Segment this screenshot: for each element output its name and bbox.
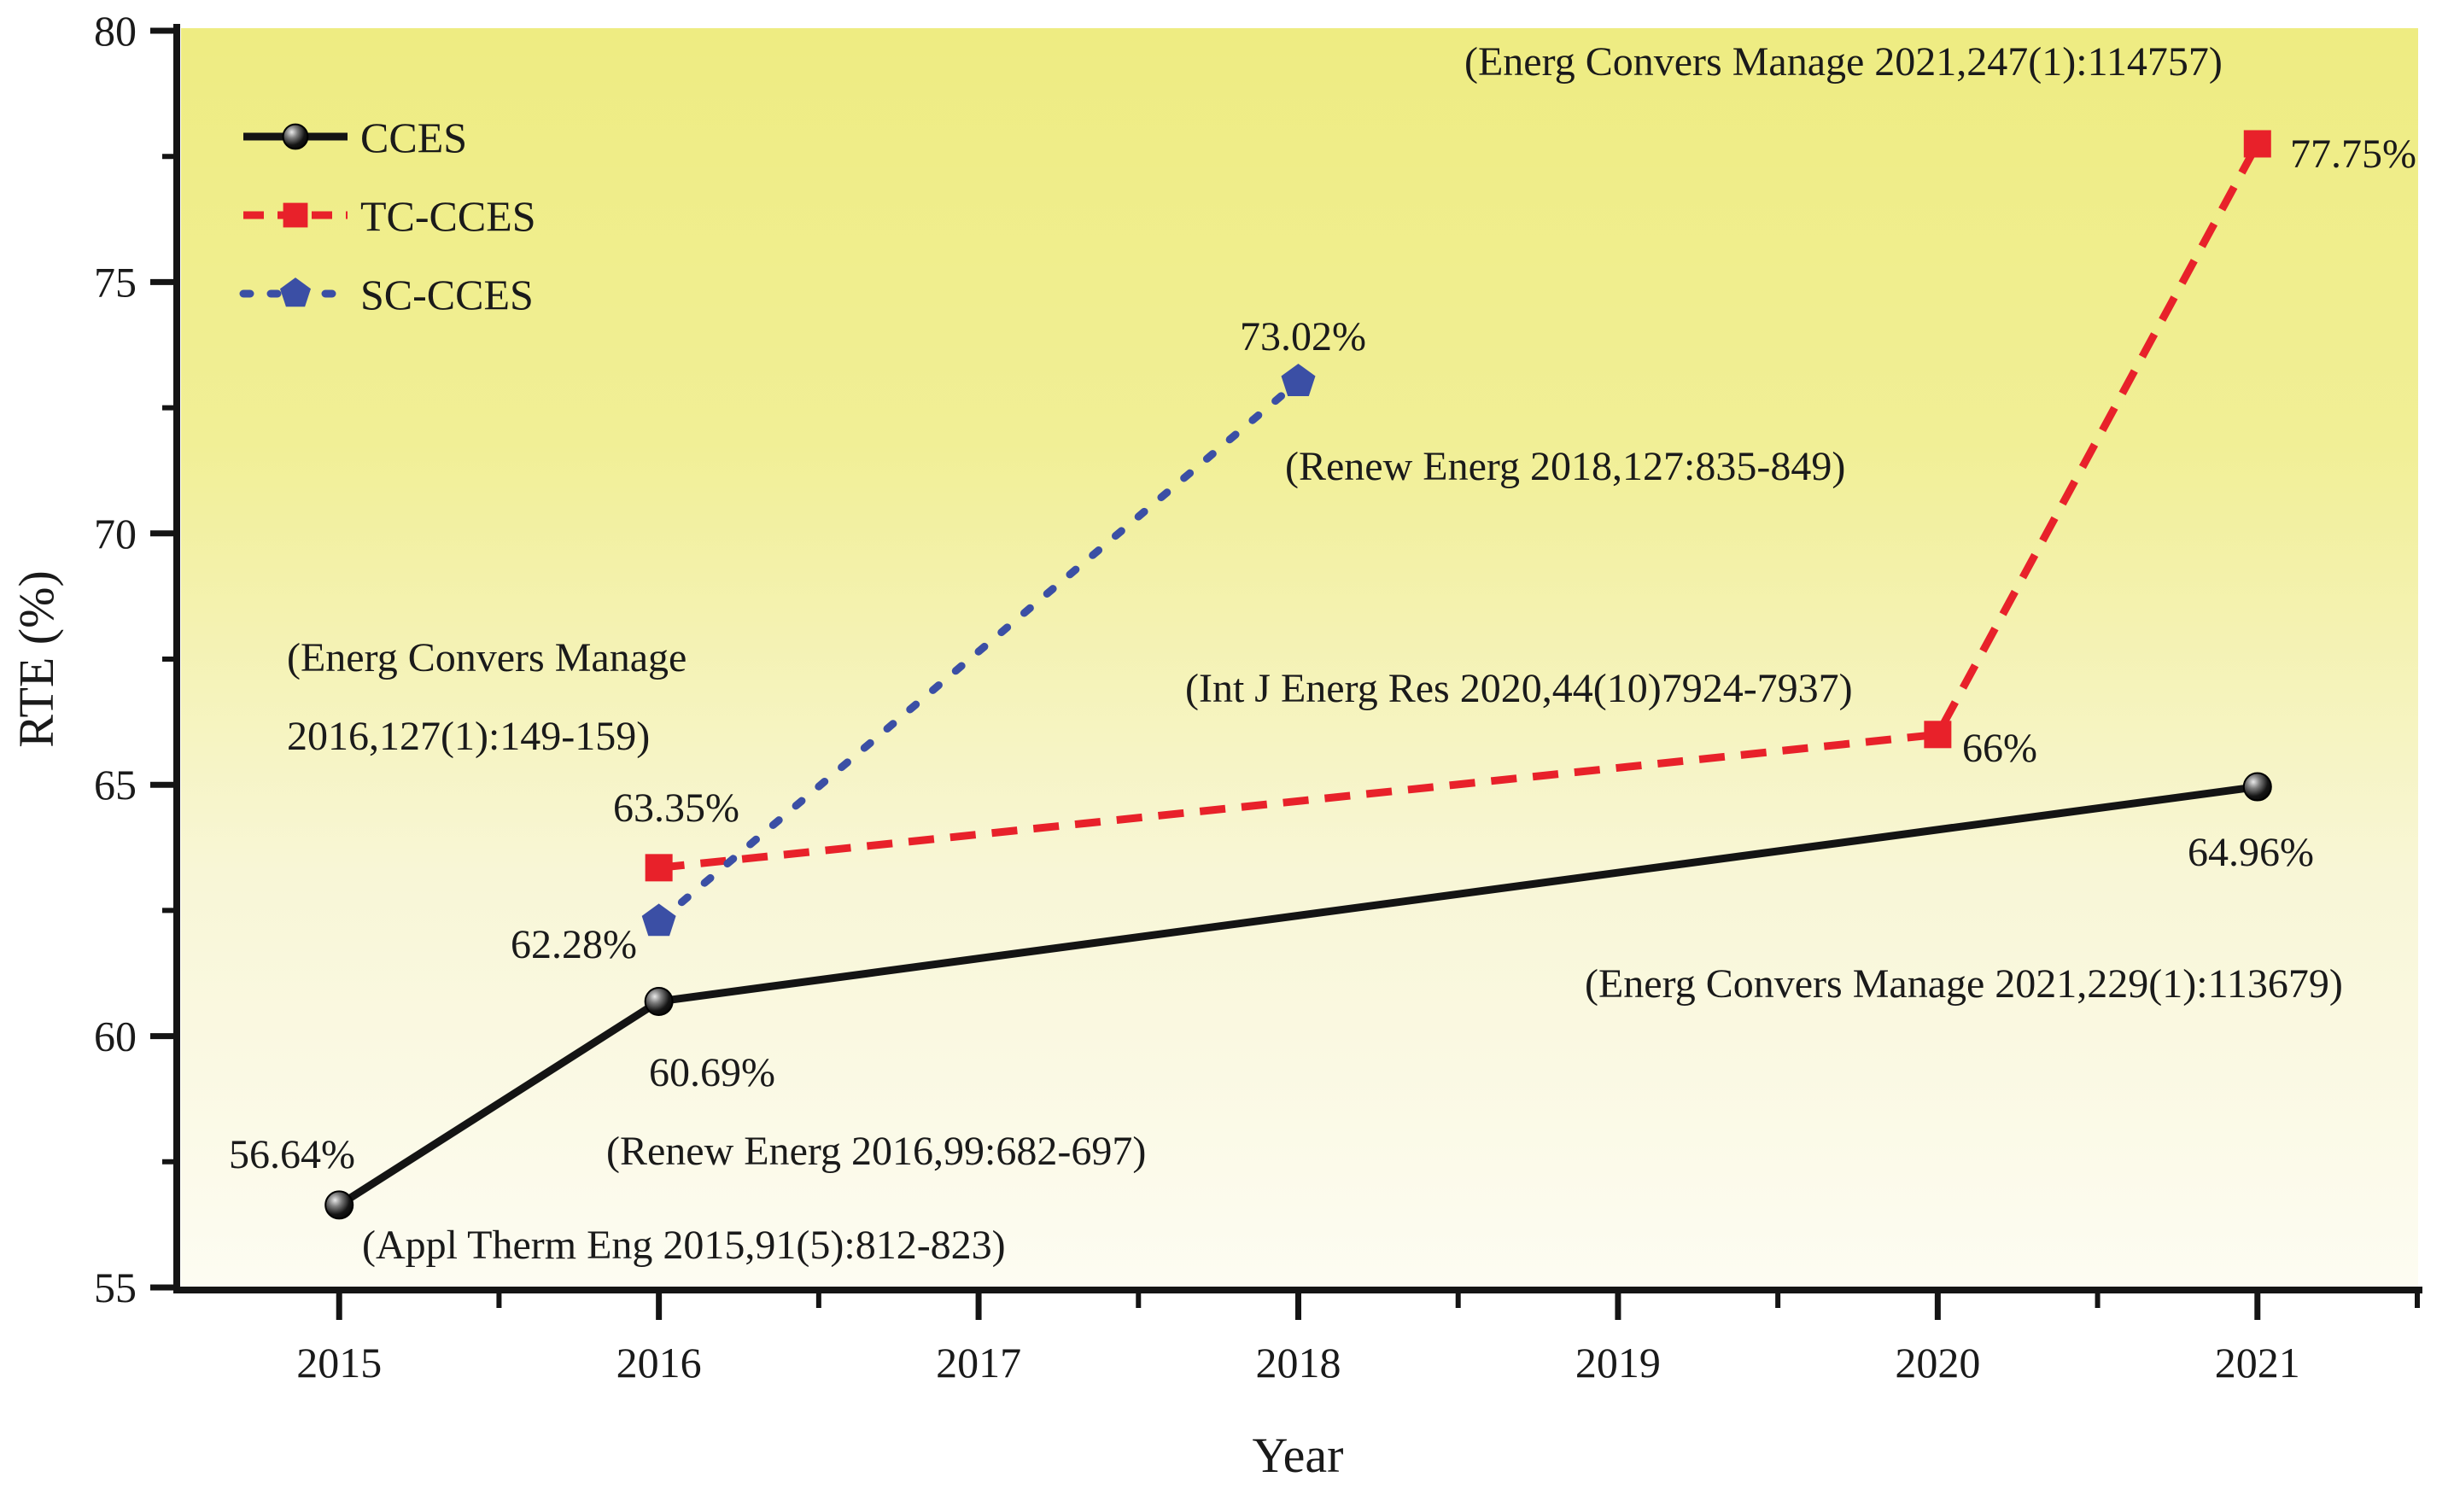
legend-label-SC-CCES: SC-CCES (360, 271, 534, 318)
data-point-CCES-2015 (324, 1190, 354, 1220)
y-axis-tick-label: 80 (94, 7, 137, 55)
y-axis-title: RTE (%) (9, 570, 64, 748)
y-axis-tick-label: 55 (94, 1264, 137, 1311)
legend-item-SC-CCES: SC-CCES (239, 271, 534, 318)
annotation: 64.96% (2188, 830, 2314, 875)
annotation: 73.02% (1240, 314, 1366, 359)
y-axis-tick-label: 60 (94, 1013, 137, 1060)
annotation: 60.69% (649, 1050, 775, 1095)
legend-marker-CCES (282, 123, 309, 150)
x-axis-tick-label: 2015 (296, 1339, 382, 1386)
annotation: (Energ Convers Manage 2021,229(1):113679… (1585, 961, 2343, 1007)
series-line-TC-CCES (658, 142, 2261, 872)
data-point-TC-CCES-2020 (1924, 721, 1952, 749)
x-axis-tick-label: 2018 (1256, 1339, 1341, 1386)
annotation: (Energ Convers Manage 2021,247(1):114757… (1464, 39, 2223, 85)
x-axis-tick-label: 2019 (1575, 1339, 1661, 1386)
annotation: 2016,127(1):149-159) (287, 714, 650, 759)
annotation: (Renew Energ 2016,99:682-697) (606, 1129, 1146, 1174)
data-point-SC-CCES-2018 (1281, 364, 1316, 396)
series-line-SC-CCES (655, 377, 1302, 925)
data-point-TC-CCES-2016 (645, 854, 673, 882)
annotation: 62.28% (511, 922, 637, 967)
annotation: (Energ Convers Manage (287, 635, 687, 680)
legend-label-CCES: CCES (360, 114, 467, 161)
annotation: (Appl Therm Eng 2015,91(5):812-823) (362, 1223, 1006, 1268)
data-point-CCES-2021 (2242, 772, 2272, 802)
data-point-SC-CCES-2016 (641, 903, 676, 937)
legend-item-CCES: CCES (243, 114, 467, 161)
x-axis-title: Year (1253, 1427, 1344, 1483)
x-axis-tick-label: 2020 (1895, 1339, 1980, 1386)
legend-label-TC-CCES: TC-CCES (360, 192, 536, 240)
y-axis-tick-label: 65 (94, 761, 137, 809)
x-axis-tick-label: 2017 (936, 1339, 1021, 1386)
y-axis-tick-label: 75 (94, 258, 137, 306)
annotation: 63.35% (613, 785, 739, 831)
annotation: (Int J Energ Res 2020,44(10)7924-7937) (1185, 666, 1853, 711)
legend-marker-SC-CCES (280, 277, 311, 307)
x-axis-tick-label: 2021 (2215, 1339, 2300, 1386)
legend-item-TC-CCES: TC-CCES (243, 192, 536, 240)
data-point-TC-CCES-2021 (2243, 130, 2271, 158)
annotation: 66% (1962, 726, 2037, 771)
x-axis-tick-label: 2016 (616, 1339, 702, 1386)
y-axis-tick-label: 70 (94, 510, 137, 558)
legend-marker-TC-CCES (283, 202, 308, 228)
annotation: (Renew Energ 2018,127:835-849) (1285, 444, 1845, 489)
annotation: 77.75% (2290, 131, 2416, 177)
data-point-CCES-2016 (644, 986, 674, 1016)
plot-background (181, 28, 2418, 1287)
annotation: 56.64% (229, 1132, 355, 1177)
legend: CCES TC-CCES SC-CCES (239, 114, 536, 318)
